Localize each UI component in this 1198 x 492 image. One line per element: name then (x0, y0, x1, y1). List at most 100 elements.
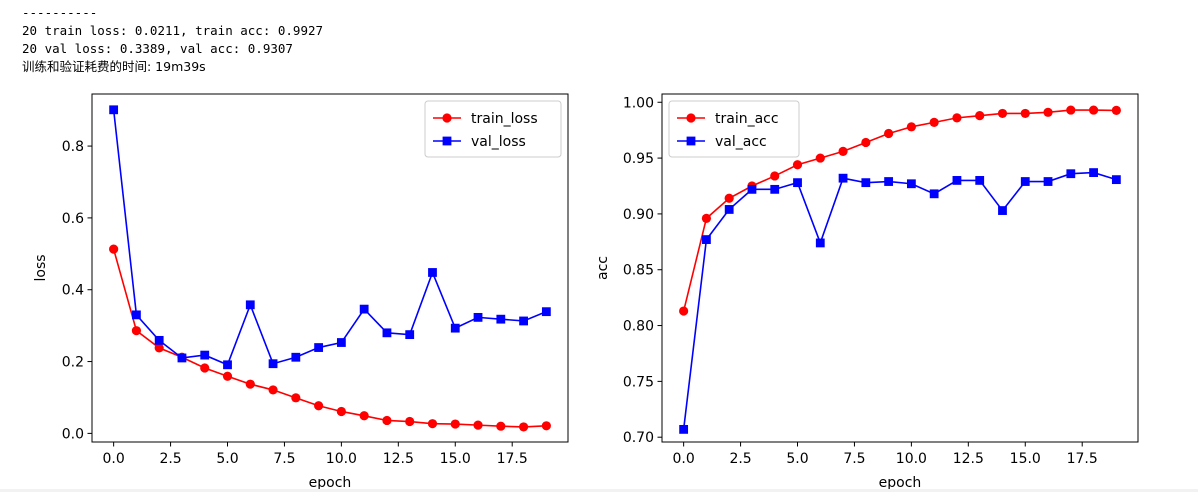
legend-marker (686, 136, 696, 146)
train_acc-point (792, 160, 803, 170)
x-tick-label: 12.5 (383, 451, 414, 467)
train_acc-point (679, 306, 689, 316)
train_acc-point (1020, 108, 1030, 119)
val_acc-point (679, 424, 689, 434)
legend-label: val_loss (471, 134, 526, 150)
val_acc-point (1089, 168, 1098, 177)
legend: train_acc val_acc (668, 100, 800, 158)
val_acc-point (906, 179, 916, 189)
val_loss-point (496, 314, 506, 324)
train_loss-point (496, 421, 506, 431)
log-line-separator: ---------- (22, 5, 98, 20)
val_loss-point (109, 105, 119, 115)
x-tick-label: 2.5 (729, 451, 751, 467)
y-tick-label: 0.8 (62, 139, 84, 155)
x-tick-label: 5.0 (216, 451, 238, 467)
y-axis-label: loss (33, 254, 49, 281)
output-divider (0, 489, 1198, 492)
legend-entry-val_acc: val_acc (677, 134, 767, 150)
train_loss-point (291, 393, 301, 403)
val_loss-point (132, 310, 141, 320)
legend-marker (442, 113, 452, 123)
chart-acc: 0.0 2.5 5.0 7.5 10.0 12.5 15.0 17.5 0.70 0.75 0.80… (595, 93, 1139, 489)
train_loss-point (109, 244, 119, 254)
train_acc-point (975, 111, 985, 121)
x-tick-label: 17.5 (497, 451, 528, 467)
val_loss-point (473, 312, 483, 322)
x-axis-label: epoch (879, 475, 922, 489)
train_loss-line (112, 248, 547, 428)
legend-box (668, 100, 800, 158)
legend-box (424, 100, 562, 158)
val_acc-point (975, 176, 985, 185)
y-tick-label: 0.2 (62, 355, 84, 371)
train_acc-point (724, 193, 734, 203)
axes-frame (661, 93, 1139, 443)
x-tick-label: 10.0 (896, 451, 927, 467)
val_loss-point (291, 352, 301, 362)
training-log-output: ---------- 20 train loss: 0.0211, train a… (22, 4, 323, 76)
train_acc-point (1043, 107, 1053, 117)
train_acc-point (838, 146, 848, 156)
y-tick-label: 0.75 (623, 374, 654, 390)
y-axis-label: acc (595, 256, 611, 280)
legend-entry-val_loss: val_loss (433, 134, 526, 150)
val_loss-point (428, 268, 437, 277)
x-tick-label: 2.5 (159, 451, 181, 467)
val_loss-point (450, 323, 460, 333)
train_acc-point (770, 171, 780, 181)
x-axis-label: epoch (309, 475, 352, 489)
train_loss-point (382, 415, 392, 426)
train_loss-point (245, 379, 255, 389)
val_loss-point (245, 300, 255, 310)
val_loss-point (177, 353, 187, 363)
x-tick-label: 17.5 (1067, 451, 1098, 467)
x-tick-label: 0.0 (103, 451, 125, 467)
y-tick-label: 0.4 (62, 283, 84, 299)
legend: train_loss val_loss (424, 100, 562, 158)
x-tick-label: 15.0 (440, 451, 471, 467)
val_acc-point (884, 177, 894, 186)
val_loss-point (314, 343, 324, 352)
legend-entry-train_acc: train_acc (677, 111, 779, 127)
train_loss-point (518, 422, 529, 432)
legend-marker (686, 113, 696, 123)
series-val_acc (679, 168, 1121, 434)
log-line-val-metrics: 20 val loss: 0.3389, val acc: 0.9307 (22, 41, 293, 56)
legend-marker (442, 136, 452, 146)
x-tick-label: 12.5 (953, 451, 984, 467)
val_acc-point (770, 184, 780, 194)
y-tick-label: 0.0 (62, 426, 84, 442)
x-tick-label: 5.0 (786, 451, 808, 467)
val_acc-point (998, 206, 1007, 215)
val_loss-point (336, 338, 346, 347)
val_loss-point (200, 350, 210, 360)
y-tick-label: 0.6 (62, 211, 84, 227)
val_acc-point (861, 178, 871, 188)
train_loss-point (131, 326, 142, 336)
val_loss-point (154, 335, 164, 345)
x-tick-label: 7.5 (843, 451, 865, 467)
val_acc-point (1020, 177, 1030, 186)
train_acc-point (906, 122, 916, 132)
train_loss-point (222, 371, 233, 381)
train_loss-point (405, 416, 415, 427)
val_loss-point (382, 328, 392, 338)
train_loss-point (200, 363, 210, 373)
val_acc-point (1043, 177, 1053, 186)
x-tick-label: 10.0 (326, 451, 357, 467)
y-tick-label: 0.95 (623, 151, 654, 167)
train_acc-point (929, 117, 939, 127)
train_acc-point (1066, 105, 1076, 115)
train_acc-point (701, 213, 712, 223)
legend-label: train_acc (715, 111, 779, 127)
y-tick-label: 0.90 (623, 207, 654, 223)
x-tick-label: 0.0 (673, 451, 695, 467)
train_loss-point (450, 419, 460, 429)
val_acc-point (929, 189, 939, 199)
val_acc-point (952, 176, 962, 185)
series-train_loss (109, 244, 551, 432)
train_acc-point (1111, 105, 1121, 116)
train_loss-point (427, 419, 438, 429)
val_acc-line (682, 171, 1117, 430)
